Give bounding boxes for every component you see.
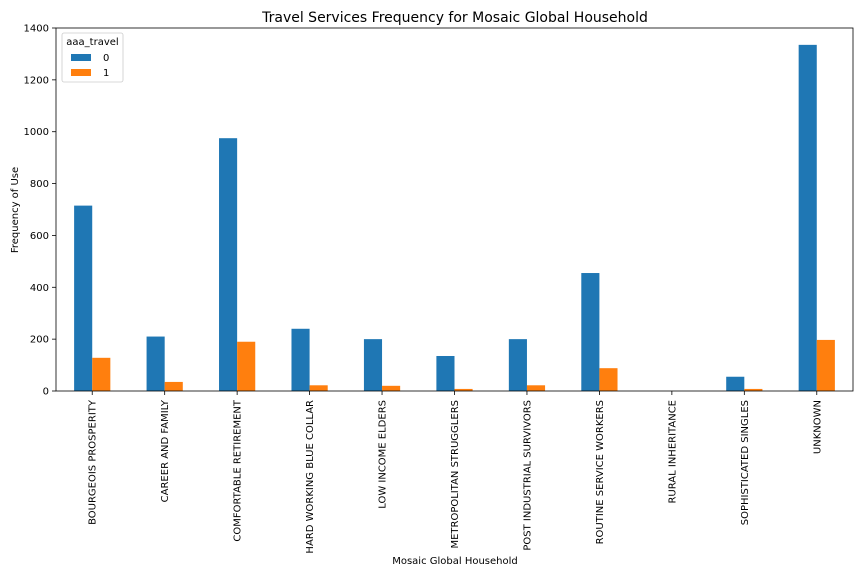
y-axis-label: Frequency of Use xyxy=(10,167,21,253)
plot-frame xyxy=(55,27,854,392)
x-tick-label: METROPOLITAN STRUGGLERS xyxy=(450,400,461,549)
y-tick-label: 800 xyxy=(30,179,49,190)
bar-series-1-routine-service-workers xyxy=(599,368,618,391)
bar-series-1-bourgeois-prosperity xyxy=(92,357,111,391)
x-tick-label: CAREER AND FAMILY xyxy=(160,399,171,502)
bar-series-1-post-industrial-survivors xyxy=(526,385,546,391)
legend-swatch-0 xyxy=(71,54,91,61)
bar-series-1-sophisticated-singles xyxy=(744,388,763,391)
x-tick-label: HARD WORKING BLUE COLLAR xyxy=(305,400,316,554)
y-tick-label: 1200 xyxy=(24,75,49,86)
y-tick-label: 600 xyxy=(30,231,49,242)
legend: aaa_travel 0 1 xyxy=(61,32,124,83)
legend-label-1: 1 xyxy=(103,68,109,79)
bars-group xyxy=(74,44,835,391)
x-tick-label: LOW INCOME ELDERS xyxy=(378,400,389,509)
bar-series-0-low-income-elders xyxy=(363,339,383,391)
x-tick-label: UNKNOWN xyxy=(812,400,823,454)
bar-series-0-hard-working-blue-collar xyxy=(291,328,310,391)
y-tick-label: 0 xyxy=(43,387,49,398)
bar-series-0-metropolitan-strugglers xyxy=(436,355,455,391)
bar-series-1-low-income-elders xyxy=(382,385,401,391)
bar-series-0-career-and-family xyxy=(146,336,165,391)
bar-series-0-routine-service-workers xyxy=(581,273,600,391)
x-tick-label: COMFORTABLE RETIREMENT xyxy=(233,399,244,541)
bar-series-0-unknown xyxy=(798,44,817,391)
x-tick-label: BOURGEOIS PROSPERITY xyxy=(88,399,99,525)
bar-series-1-comfortable-retirement xyxy=(237,341,256,391)
legend-swatch-1 xyxy=(71,69,91,76)
y-tick-label: 200 xyxy=(30,335,49,346)
bar-series-0-post-industrial-survivors xyxy=(508,339,527,391)
chart-title: Travel Services Frequency for Mosaic Glo… xyxy=(261,10,648,26)
bar-series-1-hard-working-blue-collar xyxy=(309,385,328,391)
y-tick-label: 1400 xyxy=(24,24,49,35)
bar-series-1-metropolitan-strugglers xyxy=(454,388,473,391)
bar-series-0-comfortable-retirement xyxy=(219,138,238,391)
y-axis: 0 200 400 600 800 1000 1200 1400 xyxy=(24,24,56,398)
x-axis-label: Mosaic Global Household xyxy=(392,556,518,567)
legend-title: aaa_travel xyxy=(66,37,118,48)
bar-series-0-sophisticated-singles xyxy=(726,376,745,391)
y-tick-label: 400 xyxy=(30,283,49,294)
x-tick-label: RURAL INHERITANCE xyxy=(667,400,678,504)
x-tick-label: SOPHISTICATED SINGLES xyxy=(740,400,751,525)
bar-series-0-bourgeois-prosperity xyxy=(74,205,93,391)
bar-series-1-unknown xyxy=(816,339,835,391)
y-tick-label: 1000 xyxy=(24,127,49,138)
x-axis: BOURGEOIS PROSPERITY CAREER AND FAMILY COM… xyxy=(88,391,823,554)
x-tick-label: POST INDUSTRIAL SURVIVORS xyxy=(522,400,533,551)
legend-label-0: 0 xyxy=(103,53,109,64)
bar-series-1-career-and-family xyxy=(164,381,183,391)
x-tick-label: ROUTINE SERVICE WORKERS xyxy=(595,400,606,544)
